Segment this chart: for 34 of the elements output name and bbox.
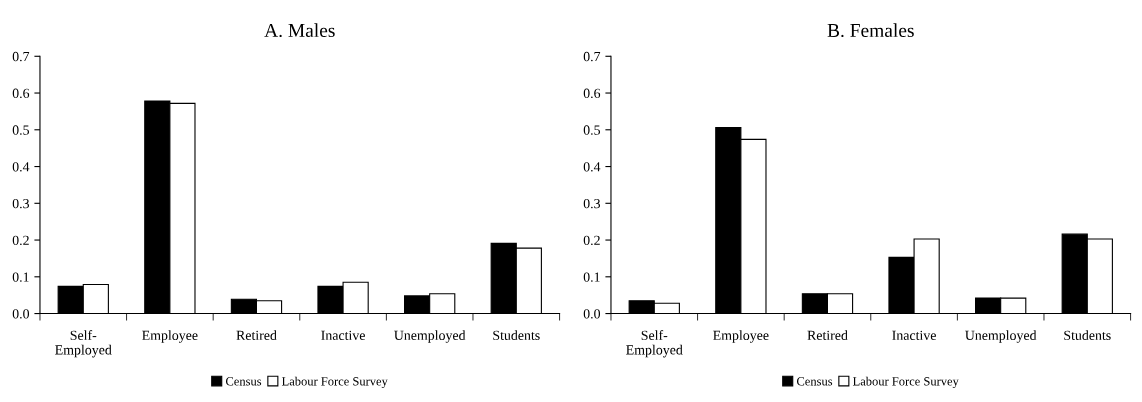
chart-title: B. Females [827, 23, 914, 38]
y-tick-label: 0.1 [583, 272, 600, 282]
legend-label: Census [797, 377, 833, 386]
y-tick-label: 0.0 [12, 309, 30, 319]
y-tick-label: 0.1 [12, 272, 29, 282]
legend-label: Labour Force Survey [281, 376, 388, 389]
y-tick-label: 0.2 [12, 235, 29, 246]
x-tick-label: Students [493, 330, 540, 340]
chart-title: A. Males [264, 23, 335, 38]
y-tick-label: 0.3 [12, 198, 30, 209]
y-tick-label: 0.0 [583, 309, 601, 319]
legend-label: Labour Force Survey [852, 376, 959, 389]
x-tick-label: Inactive [321, 330, 365, 340]
y-tick-label: 0.5 [12, 125, 30, 135]
x-tick-label: Retired [236, 330, 277, 340]
x-tick-label: Unemployed [394, 330, 466, 343]
y-tick-label: 0.5 [583, 125, 601, 135]
y-tick-label: 0.2 [583, 235, 600, 246]
x-tick-label: Employee [713, 330, 769, 343]
y-tick-label: 0.6 [12, 88, 30, 99]
y-tick-label: 0.4 [12, 162, 30, 172]
x-tick-label: Students [1064, 330, 1111, 340]
x-tick-label: Self- Employed [55, 330, 112, 358]
y-tick-label: 0.3 [583, 198, 601, 209]
y-tick-label: 0.4 [583, 162, 601, 172]
x-tick-label: Inactive [892, 330, 936, 340]
legend-label: Census [226, 377, 262, 386]
y-tick-label: 0.7 [583, 51, 601, 62]
y-tick-label: 0.7 [12, 51, 30, 62]
y-tick-label: 0.6 [583, 88, 601, 99]
x-tick-label: Employee [142, 330, 198, 343]
x-tick-label: Self- Employed [626, 330, 683, 358]
x-tick-label: Unemployed [965, 330, 1037, 343]
x-tick-label: Retired [807, 330, 848, 340]
